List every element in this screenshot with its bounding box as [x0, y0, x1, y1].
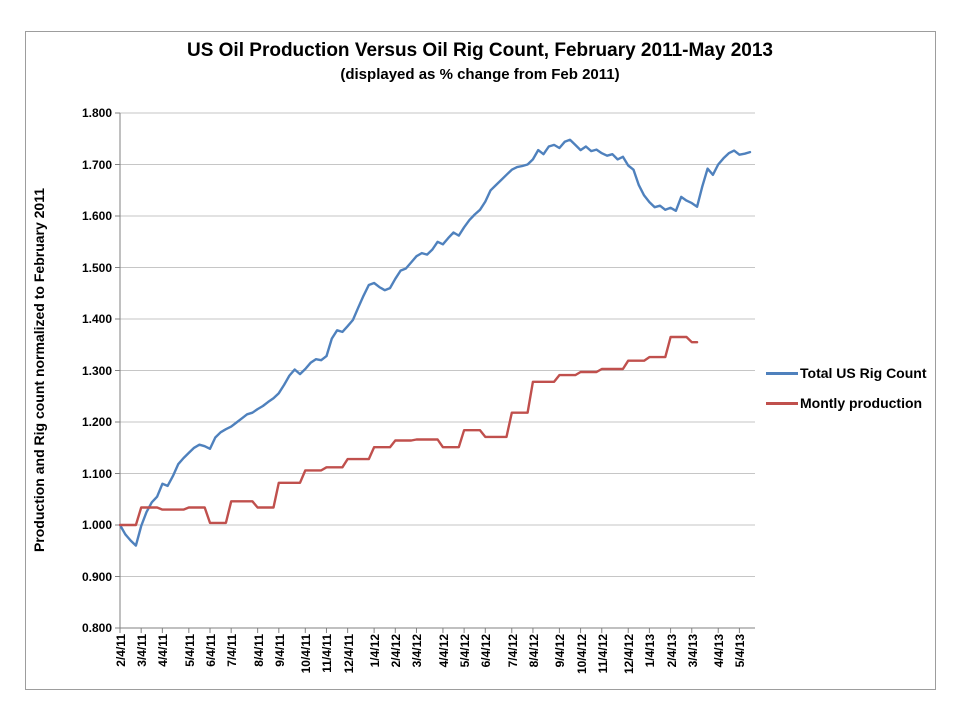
x-tick-label: 10/4/11	[299, 634, 314, 674]
legend-label-production: Montly production	[800, 395, 923, 411]
chart-title: US Oil Production Versus Oil Rig Count, …	[186, 40, 773, 61]
y-tick-label: 1.600	[81, 209, 112, 223]
chart-frame	[25, 31, 936, 690]
y-tick-label: 0.900	[81, 569, 112, 584]
x-tick-label: 3/4/12	[410, 634, 425, 668]
x-tick-label: 7/4/12	[505, 634, 520, 668]
y-tick-label: 0.800	[81, 621, 112, 635]
legend-item-production: Montly production	[766, 392, 927, 414]
legend: Total US Rig Count Montly production	[766, 362, 927, 422]
x-tick-label: 5/4/11	[182, 634, 197, 667]
x-tick-label: 11/4/12	[595, 634, 610, 674]
x-tick-label: 8/4/12	[526, 634, 541, 668]
x-tick-label: 9/4/11	[272, 634, 287, 667]
x-tick-label: 4/4/13	[712, 634, 727, 668]
y-tick-label: 1.100	[81, 466, 112, 481]
x-tick-label: 11/4/11	[320, 634, 335, 673]
x-tick-label: 2/4/11	[114, 634, 128, 667]
x-tick-label: 1/4/13	[643, 634, 658, 668]
x-tick-label: 6/4/11	[204, 634, 218, 667]
x-tick-label: 10/4/12	[574, 634, 589, 675]
x-tick-label: 4/4/11	[156, 634, 171, 667]
x-tick-label: 5/4/13	[733, 634, 748, 668]
y-tick-label: 1.300	[81, 363, 112, 378]
x-tick-label: 1/4/12	[368, 634, 383, 668]
x-tick-label: 7/4/11	[225, 634, 240, 667]
x-tick-label: 2/4/13	[664, 634, 679, 668]
y-tick-label: 1.200	[81, 415, 112, 429]
x-tick-label: 6/4/12	[479, 634, 494, 668]
x-tick-label: 2/4/12	[389, 634, 404, 668]
x-tick-label: 3/4/11	[135, 634, 150, 667]
x-tick-label: 12/4/11	[341, 634, 356, 674]
chart-subtitle: (displayed as % change from Feb 2011)	[340, 66, 620, 83]
x-tick-label: 12/4/12	[622, 634, 637, 675]
x-tick-label: 8/4/11	[251, 634, 266, 667]
rig-count-line-swatch-icon	[766, 371, 798, 375]
y-tick-label: 1.000	[81, 518, 112, 532]
y-tick-label: 1.700	[81, 157, 112, 172]
y-tick-label: 1.500	[81, 260, 112, 275]
legend-label-rig-count: Total US Rig Count	[800, 365, 927, 381]
legend-item-rig-count: Total US Rig Count	[766, 362, 927, 384]
y-tick-label: 1.400	[81, 312, 112, 326]
y-tick-label: 1.800	[81, 106, 112, 120]
x-tick-label: 5/4/12	[458, 634, 473, 668]
x-tick-label: 4/4/12	[436, 634, 451, 668]
production-line-series	[118, 335, 699, 527]
production-line-swatch-icon	[766, 401, 798, 405]
rig-count-line-series	[118, 138, 752, 547]
x-tick-label: 9/4/12	[553, 634, 568, 668]
x-tick-label: 3/4/13	[685, 634, 700, 668]
